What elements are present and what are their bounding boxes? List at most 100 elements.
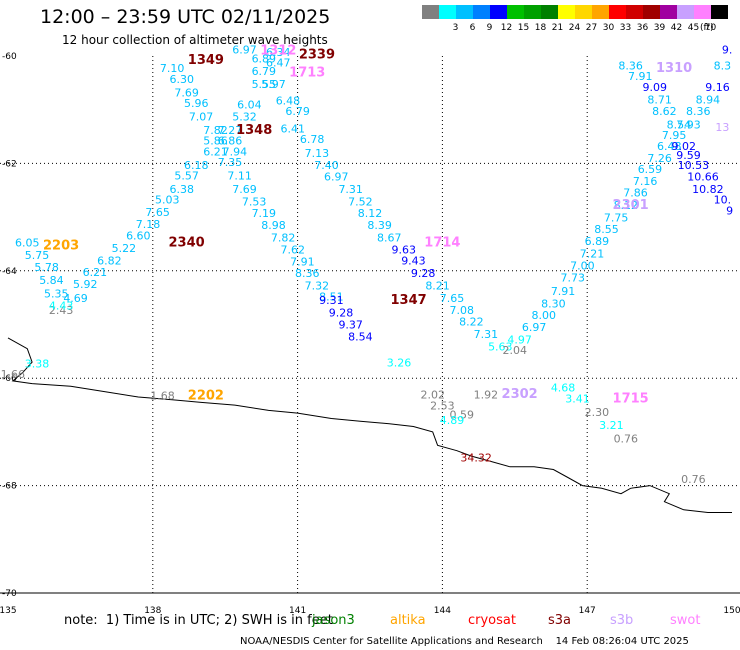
- wave-height-value: 5.63: [488, 340, 513, 353]
- wave-height-value: 7.32: [305, 280, 330, 293]
- pass-time-label: 2203: [43, 238, 79, 253]
- wave-height-value: 9.31: [319, 294, 344, 307]
- legend-label: 36: [636, 23, 649, 33]
- wave-height-value: 7.31: [474, 328, 499, 341]
- wave-height-value: 7.07: [189, 110, 214, 123]
- footer-note: note: 1) Time is in UTC; 2) SWH is in fe…: [64, 613, 333, 628]
- wave-height-value: 9.59: [676, 149, 701, 162]
- legend-label: 45: [687, 23, 700, 33]
- wave-height-value: 8.12: [614, 199, 639, 212]
- wave-height-value: 3.41: [565, 392, 590, 405]
- legend-swatch: [524, 5, 541, 19]
- wave-height-value: 9.09: [643, 81, 668, 94]
- lat-tick-label: -60: [2, 52, 17, 62]
- legend-label: 30: [602, 23, 615, 33]
- wave-height-value: 5.75: [25, 249, 50, 262]
- wave-height-value: 8.22: [459, 316, 484, 329]
- wave-height-value: 6.04: [237, 99, 262, 112]
- wave-height-value: 3.21: [599, 419, 624, 432]
- wave-height-value: 5.96: [184, 97, 209, 110]
- legend-label: 6: [469, 23, 476, 33]
- wave-height-value: 7.18: [136, 218, 161, 231]
- wave-height-value: 6.18: [184, 159, 209, 172]
- wave-height-value: 4.97: [507, 333, 532, 346]
- wave-height-value: 6.48: [657, 140, 682, 153]
- legend-label: 21: [551, 23, 564, 33]
- pass-time-label: 2302: [502, 387, 538, 402]
- legend-label: 33: [619, 23, 632, 33]
- satellite-name: s3b: [610, 613, 634, 628]
- wave-height-value: 7.00: [570, 260, 595, 273]
- wave-height-value: 6.86: [218, 135, 243, 148]
- lat-tick-label: -68: [2, 482, 17, 492]
- wave-height-value: 0.76: [681, 473, 706, 486]
- pass-time-label: 1349: [188, 53, 224, 68]
- wave-height-value: 7.21: [580, 247, 605, 260]
- wave-height-value: 7.13: [305, 147, 330, 160]
- pass-time-label: 1714: [424, 236, 460, 251]
- wave-height-value: 5.32: [232, 110, 257, 123]
- wave-height-value: 2.30: [585, 406, 610, 419]
- wave-height-value: 6.97: [324, 171, 349, 184]
- legend-label: 9: [486, 23, 493, 33]
- wave-height-value: 9.: [722, 43, 733, 56]
- wave-height-value: 7.93: [676, 118, 701, 131]
- lon-tick-label: 138: [144, 606, 161, 616]
- wave-height-value: 5.22: [112, 242, 137, 255]
- wave-height-value: 6.60: [126, 230, 151, 243]
- legend-swatch: [626, 5, 643, 19]
- legend-swatch: [609, 5, 626, 19]
- legend-swatch: [541, 5, 558, 19]
- wave-height-value: 4.69: [63, 292, 88, 305]
- wave-height-value: 8.00: [532, 309, 557, 322]
- wave-height-value: 1.66: [1, 368, 26, 381]
- wave-height-value: 2.53: [430, 399, 455, 412]
- legend-swatch: [711, 5, 728, 19]
- wave-height-value: 5.03: [155, 194, 180, 207]
- legend-swatch: [490, 5, 507, 19]
- wave-height-value: 7.94: [223, 145, 248, 158]
- wave-height-value: 10.66: [687, 171, 719, 184]
- wave-height-value: 7.65: [145, 206, 170, 219]
- wave-height-value: 8.71: [647, 93, 672, 106]
- pass-time-label: 1715: [613, 391, 649, 406]
- wave-height-value: 7.10: [160, 62, 185, 75]
- legend-label: 24: [568, 23, 581, 33]
- legend-label: 18: [534, 23, 547, 33]
- pass-time-label: 2340: [168, 236, 204, 251]
- wave-height-value: 8.36: [618, 59, 643, 72]
- wave-height-value: 9.28: [329, 306, 354, 319]
- wave-height-value: 8.98: [261, 219, 286, 232]
- wave-height-value: 7.91: [290, 255, 315, 268]
- wave-height-value: 6.47: [266, 57, 291, 70]
- pass-time-label: 1713: [289, 65, 325, 80]
- wave-height-value: 7.16: [633, 175, 658, 188]
- satellite-name: swot: [670, 613, 701, 628]
- legend-unit: (ft): [700, 23, 714, 33]
- wave-height-value: 6.34: [266, 46, 291, 59]
- wave-height-value: 5.78: [34, 261, 59, 274]
- wave-height-value: 6.30: [170, 73, 195, 86]
- wave-height-value: 6.82: [97, 254, 122, 267]
- wave-height-value: 0.59: [449, 408, 474, 421]
- wave-height-value: 7.69: [232, 183, 257, 196]
- wave-height-value: 7.26: [647, 152, 672, 165]
- wave-height-value: 9.37: [338, 318, 363, 331]
- wave-height-value: 7.73: [560, 272, 585, 285]
- wave-height-value: 7.27: [218, 124, 243, 137]
- wave-height-value: 6.59: [638, 163, 663, 176]
- wave-height-value: 7.69: [174, 86, 199, 99]
- pass-time-label: 2301: [613, 198, 649, 213]
- wave-height-value: 7.82: [271, 231, 296, 244]
- wave-height-value: 6.97: [232, 43, 257, 56]
- satellite-name: s3a: [548, 613, 572, 628]
- legend-label: 12: [500, 23, 513, 33]
- legend-swatch: [439, 5, 456, 19]
- wave-height-value: 5.86: [203, 135, 228, 148]
- wave-height-value: 8.39: [367, 219, 392, 232]
- credit-line: NOAA/NESDIS Center for Satellite Applica…: [240, 636, 689, 647]
- wave-height-value: 5.35: [44, 288, 69, 301]
- wave-height-value: 7.31: [338, 183, 363, 196]
- lon-tick-label: 144: [434, 606, 451, 616]
